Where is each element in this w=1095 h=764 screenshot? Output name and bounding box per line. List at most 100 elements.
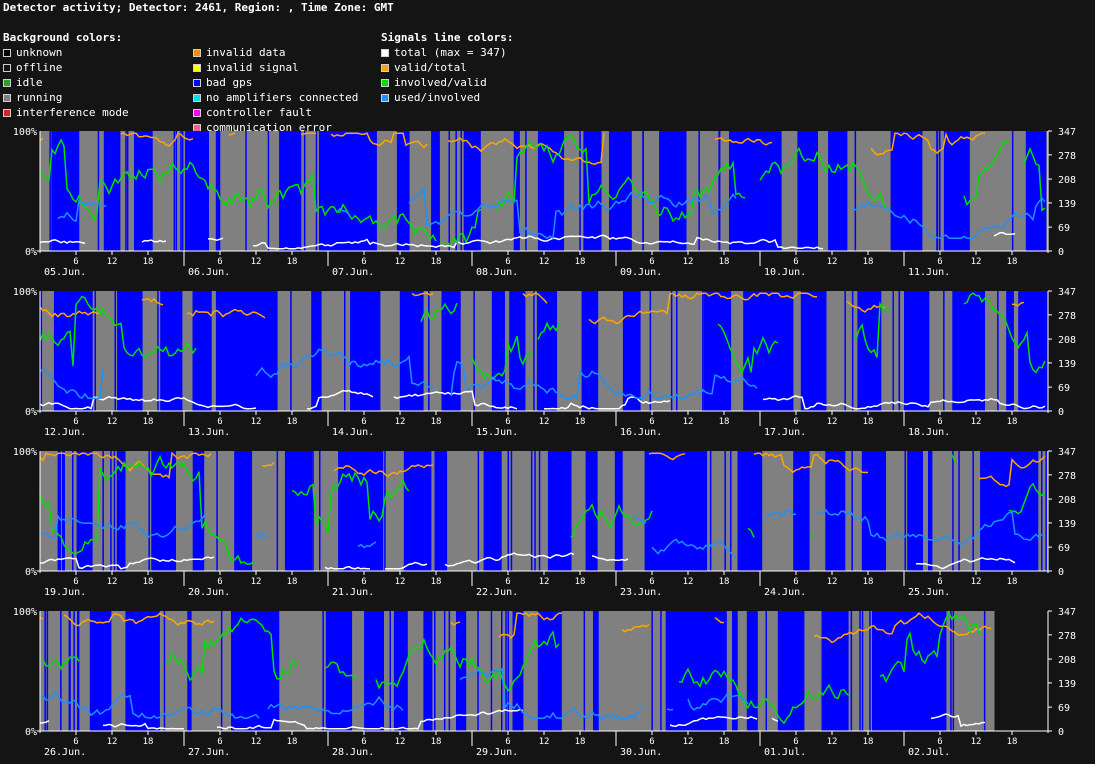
used-involved-line [459, 667, 644, 720]
y-tick-label-left: 100% [13, 287, 37, 298]
involved-valid-line [951, 454, 956, 463]
used-involved-line [267, 695, 404, 715]
background-segment [596, 131, 599, 251]
day-label: 05.Jun. [44, 267, 86, 278]
total-line [324, 565, 370, 570]
hour-label: 6 [649, 257, 654, 267]
background-segment [322, 611, 324, 731]
background-segment [192, 451, 205, 571]
background-segment [872, 611, 889, 731]
background-segment [904, 291, 906, 411]
hour-label: 12 [827, 577, 838, 587]
background-segment [384, 451, 386, 571]
used-involved-line [255, 348, 437, 389]
total-line [307, 389, 374, 410]
background-segment [491, 291, 506, 411]
background-segment [720, 611, 728, 731]
background-segment [173, 131, 176, 251]
hour-label: 6 [793, 737, 798, 747]
hour-label: 6 [361, 737, 366, 747]
background-segment [904, 451, 906, 571]
background-segment [737, 451, 740, 571]
valid-total-line [39, 137, 44, 142]
background-segment [504, 291, 511, 411]
background-segment [857, 291, 882, 411]
background-segment [252, 451, 286, 571]
background-segment [439, 131, 465, 251]
background-segment [376, 131, 398, 251]
chart-title: Detector activity; Detector: 2461, Regio… [3, 1, 394, 14]
total-line [216, 708, 524, 730]
involved-valid-line [291, 471, 410, 533]
hour-label: 18 [863, 257, 874, 267]
valid-total-line [333, 464, 434, 478]
background-segment [290, 291, 292, 411]
background-segment [383, 451, 405, 571]
day-label: 19.Jun. [44, 587, 86, 598]
background-segment [915, 131, 923, 251]
background-segment [321, 291, 351, 411]
background-segment [655, 451, 657, 571]
background-segment [40, 131, 52, 251]
background-segment [180, 131, 182, 251]
background-segment [486, 611, 499, 731]
background-segment [46, 611, 49, 731]
hour-label: 18 [1007, 577, 1018, 587]
legend-label: used/involved [394, 91, 481, 104]
background-segment [579, 131, 581, 251]
background-segment [114, 291, 116, 411]
day-label: 01.Jul. [764, 747, 806, 758]
background-segment [846, 611, 848, 731]
involved-valid-line [165, 616, 299, 682]
hour-label: 12 [395, 737, 406, 747]
total-line [930, 713, 986, 728]
background-segment [576, 291, 583, 411]
involved-valid-line [855, 301, 890, 358]
background-segment [120, 131, 135, 251]
background-segment [58, 451, 61, 571]
background-segment [448, 611, 451, 731]
background-segment [597, 131, 599, 251]
legend-item: valid/total [381, 60, 513, 75]
background-segment [325, 611, 353, 731]
background-segment [703, 291, 732, 411]
background-segment [737, 611, 748, 731]
involved-valid-line [39, 295, 197, 366]
background-segment [922, 611, 924, 731]
background-segment [310, 131, 320, 251]
hour-label: 12 [539, 257, 550, 267]
total-line [39, 556, 215, 570]
background-segment [423, 611, 433, 731]
background-segment [428, 291, 430, 411]
background-segment [507, 451, 509, 571]
hour-label: 18 [287, 257, 298, 267]
background-segment [77, 611, 79, 731]
background-segment [886, 451, 908, 571]
y-tick-label-right: 139 [1058, 519, 1076, 530]
background-segment [140, 611, 161, 731]
day-label: 11.Jun. [908, 267, 950, 278]
background-segment [331, 611, 334, 731]
day-label: 14.Jun. [332, 427, 374, 438]
background-segment [984, 131, 1001, 251]
background-segment [276, 451, 279, 571]
hour-label: 12 [251, 417, 262, 427]
hour-label: 12 [107, 737, 118, 747]
legend-item: unknown [3, 45, 129, 60]
total-line [39, 395, 257, 410]
background-segment [425, 611, 428, 731]
hour-label: 18 [719, 577, 730, 587]
legend-swatch [193, 63, 201, 72]
background-segment [407, 611, 418, 731]
used-involved-line [651, 538, 737, 559]
background-segment [412, 291, 414, 411]
background-segment [111, 611, 126, 731]
background-segment [636, 291, 638, 411]
hour-label: 18 [143, 577, 154, 587]
background-segment [931, 611, 934, 731]
background-segment [537, 131, 540, 251]
hour-label: 12 [827, 257, 838, 267]
used-involved-line [57, 199, 107, 223]
background-segment [357, 291, 359, 411]
